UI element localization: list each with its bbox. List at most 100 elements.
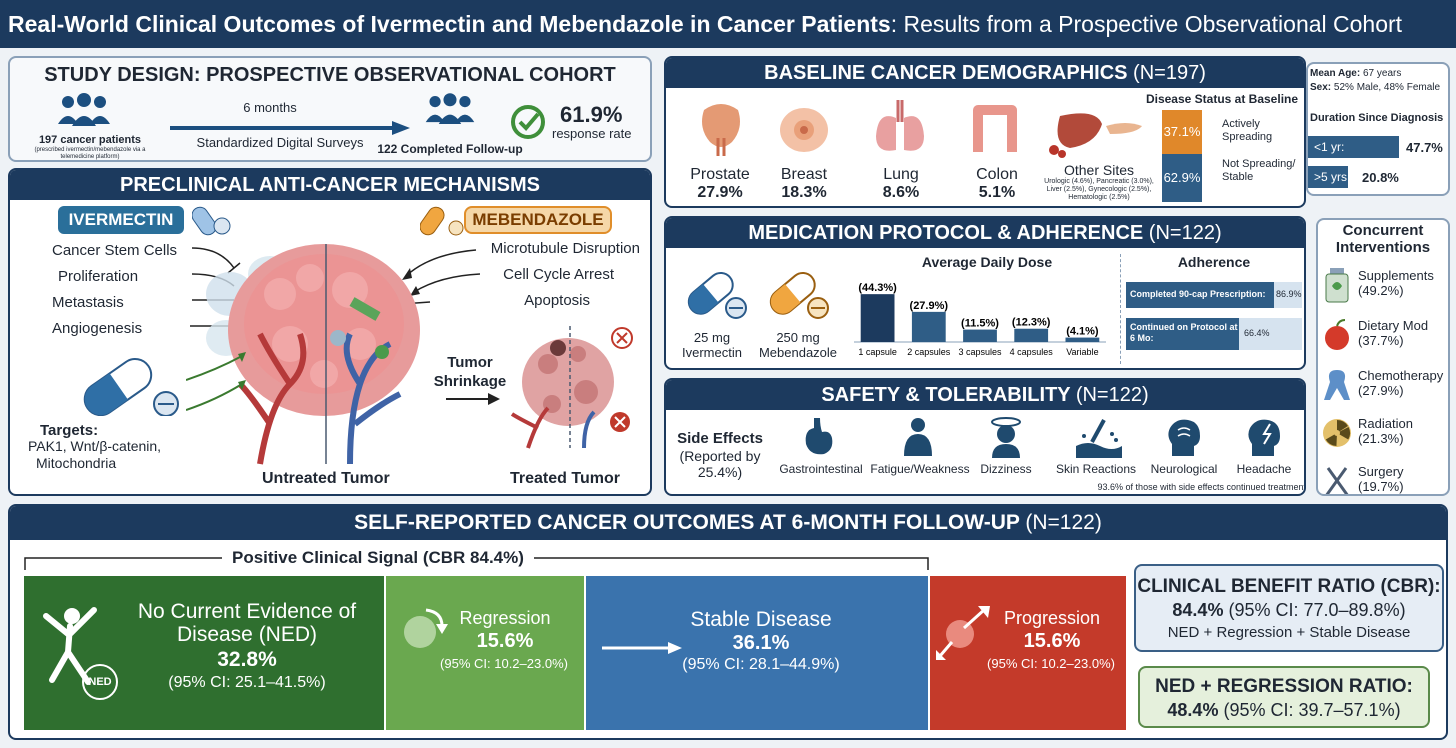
- iver-effect-stem-cells: Cancer Stem Cells: [52, 242, 178, 259]
- dose-category-2: 3 capsules: [958, 347, 1002, 357]
- stomach-icon: [800, 416, 836, 458]
- ned-line1: No Current Evidence of: [137, 600, 357, 623]
- followup-count: 122 Completed Follow-up: [377, 142, 523, 156]
- regression-cell-icon: [396, 604, 450, 654]
- site-other-name: Other Sites: [1063, 162, 1135, 178]
- meb-effect-apoptosis: Apoptosis: [524, 292, 590, 309]
- tumor-shrink-label-1: Tumor: [447, 354, 493, 371]
- patients-group-icon: [54, 92, 114, 130]
- treated-tumor-label: Treated Tumor: [510, 470, 620, 487]
- sex-ratio: Sex: 52% Male, 48% Female: [1310, 82, 1448, 93]
- medication-title-n: (N=122): [1148, 222, 1222, 244]
- dose-bar-4: [1065, 337, 1100, 342]
- stable-name: Stable Disease: [690, 608, 832, 631]
- status-spreading-pct: 37.1%: [1162, 110, 1202, 154]
- header-title-bold: Real-World Clinical Outcomes of Ivermect…: [8, 10, 891, 37]
- mean-age-value: 67 years: [1362, 68, 1402, 79]
- duration-bar-lt1: [1308, 136, 1399, 158]
- mebendazole-dose: 250 mg Mebendazole: [752, 330, 844, 360]
- ivermectin-capsule-icon: [76, 346, 186, 416]
- meb-effect-microtubule: Microtubule Disruption: [490, 240, 640, 257]
- mebendazole-dose-pill-icon: [762, 264, 832, 324]
- dose-chart-svg: (44.3%) 1 capsule (27.9%) 2 capsules (11.5%)…: [854, 282, 1106, 357]
- dose-category-4: Variable: [1066, 347, 1098, 357]
- stable-arrow-icon: [602, 640, 682, 661]
- site-prostate-name: Prostate: [690, 166, 750, 183]
- regression-ci: (95% CI: 10.2–23.0%): [440, 656, 568, 671]
- demographics-side-panel: Mean Age: 67 years Sex: 52% Male, 48% Fe…: [1306, 62, 1450, 196]
- cbr-ci: (95% CI: 77.0–89.8%): [1228, 600, 1406, 620]
- dietary-label: Dietary Mod: [1358, 318, 1429, 333]
- site-prostate-pct: 27.9%: [697, 184, 743, 201]
- site-prostate: Prostate 27.9%: [666, 166, 774, 202]
- mebendazole-effects-list: Microtubule Disruption Cell Cycle Arrest…: [450, 236, 640, 314]
- mechanisms-panel: PRECLINICAL ANTI-CANCER MECHANISMS IVERM…: [8, 168, 652, 496]
- supplements-label: Supplements: [1358, 268, 1434, 283]
- site-lung-pct: 8.6%: [882, 184, 920, 201]
- ivermectin-dose-pill-icon: [680, 264, 750, 324]
- mean-age-label: Mean Age:: [1310, 68, 1361, 79]
- site-breast: Breast 18.3%: [758, 166, 850, 202]
- site-breast-name: Breast: [780, 166, 828, 183]
- dose-bar-3: [1014, 328, 1049, 342]
- meb-effect-cell-cycle: Cell Cycle Arrest: [503, 266, 614, 283]
- surgery-name: Surgery (19.7%): [1358, 464, 1404, 494]
- regression-name: Regression: [459, 608, 551, 628]
- ivermectin-dose: 25 mg Ivermectin: [670, 330, 754, 360]
- ivermectin-badge: IVERMECTIN: [58, 206, 184, 234]
- check-circle-icon: [510, 104, 546, 140]
- iver-effect-metastasis: Metastasis: [52, 294, 124, 311]
- celebrating-person-icon: [38, 602, 108, 692]
- dose-bar-label-0: (44.3%): [858, 282, 897, 294]
- shrinkage-arrow: [446, 392, 500, 411]
- site-colon-name: Colon: [976, 166, 1018, 183]
- surgery-pct: (19.7%): [1358, 479, 1404, 494]
- response-rate-label: response rate: [552, 126, 632, 141]
- effect-dizziness: Dizziness: [980, 462, 1032, 476]
- mechanisms-title: PRECLINICAL ANTI-CANCER MECHANISMS: [10, 170, 650, 200]
- ned-ci: (95% CI: 25.1–41.5%): [168, 674, 326, 691]
- dose-category-0: 1 capsule: [858, 347, 897, 357]
- apple-icon: [1322, 316, 1354, 354]
- progression-cell-icon: [934, 602, 994, 662]
- iver-effect-angiogenesis: Angiogenesis: [52, 320, 143, 337]
- disease-status-title: Disease Status at Baseline: [1145, 92, 1299, 106]
- breast-icon: [776, 100, 832, 156]
- stable-ci: (95% CI: 28.1–44.9%): [682, 656, 840, 673]
- radiation-name: Radiation (21.3%): [1358, 416, 1413, 446]
- mebendazole-arrows: [390, 246, 481, 321]
- site-colon: Colon 5.1%: [952, 166, 1042, 202]
- medication-title: MEDICATION PROTOCOL & ADHERENCE (N=122): [666, 218, 1304, 248]
- ivermectin-pill-icon: [192, 202, 232, 238]
- safety-note: 93.6% of those with side effects continu…: [1097, 482, 1306, 492]
- ivermectin-dose-mg: 25 mg: [693, 330, 731, 345]
- dose-bar-label-2: (11.5%): [961, 318, 999, 330]
- chemotherapy-label: Chemotherapy: [1358, 368, 1444, 383]
- header-title-rest: : Results from a Prospective Observation…: [890, 10, 1403, 37]
- untreated-tumor-illustration: [200, 234, 440, 479]
- other-sites-icon: [1046, 108, 1146, 158]
- duration-title: Duration Since Diagnosis: [1310, 112, 1444, 124]
- ned-regression-value: 48.4%: [1167, 700, 1219, 720]
- duration-value-gt5: 20.8%: [1362, 170, 1399, 185]
- neurological-icon: [1164, 416, 1204, 458]
- ned-regression-box: NED + REGRESSION RATIO: 48.4% (95% CI: 3…: [1138, 666, 1430, 728]
- progression-outcome: Progression 15.6% (95% CI: 10.2–23.0%): [930, 576, 1126, 730]
- outcomes-title-main: SELF-REPORTED CANCER OUTCOMES AT 6-MONTH…: [354, 511, 1020, 534]
- targets-title: Targets:: [40, 422, 99, 439]
- adherence-value-1: 66.4%: [1244, 328, 1270, 338]
- targets-line2: Mitochondria: [36, 455, 117, 471]
- dizziness-icon: [986, 416, 1026, 458]
- dietary-name: Dietary Mod (37.7%): [1358, 318, 1428, 348]
- concurrent-surgery: Surgery (19.7%): [1318, 458, 1448, 494]
- targets-line1: PAK1, Wnt/β-catenin,: [28, 438, 162, 454]
- adherence-bar-0: [1126, 282, 1274, 308]
- stable-outcome: Stable Disease 36.1% (95% CI: 28.1–44.9%…: [586, 576, 928, 730]
- study-design-title: STUDY DESIGN: PROSPECTIVE OBSERVATIONAL …: [44, 64, 616, 86]
- outcomes-title: SELF-REPORTED CANCER OUTCOMES AT 6-MONTH…: [10, 506, 1446, 540]
- ned-regression-ci: (95% CI: 39.7–57.1%): [1223, 700, 1401, 720]
- colon-icon: [968, 98, 1022, 158]
- ivermectin-effects-list: Cancer Stem Cells Proliferation Metastas…: [52, 238, 242, 342]
- safety-title-main: SAFETY & TOLERABILITY: [821, 384, 1071, 406]
- progression-name: Progression: [1003, 608, 1101, 628]
